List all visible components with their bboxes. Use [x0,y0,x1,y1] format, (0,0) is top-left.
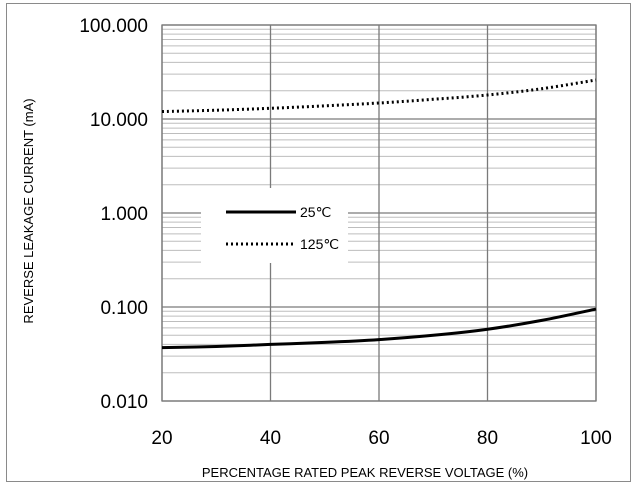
y-tick-label: 0.100 [100,298,148,319]
series-line-1 [161,78,597,114]
x-tick-label: 40 [260,428,281,449]
x-tick-label: 60 [368,428,389,449]
x-tick-label: 100 [580,428,612,449]
y-tick-label: 1.000 [100,204,148,225]
plot-border [161,24,597,402]
legend-label-125c: 125℃ [300,236,339,252]
legend-box [201,188,348,263]
x-tick-label: 80 [477,428,498,449]
legend-label-25c: 25℃ [300,204,331,220]
y-axis-title: REVERSE LEAKAGE CURRENT (mA) [21,98,36,323]
series-line-0 [161,307,597,350]
y-tick-label: 100.000 [79,16,148,37]
series-layer [161,78,597,350]
y-tick-label: 10.000 [90,110,148,131]
legend: 25℃ 125℃ [201,188,348,263]
x-tick-label: 20 [151,428,172,449]
y-tick-label: 0.010 [100,392,148,413]
x-axis-title: PERCENTAGE RATED PEAK REVERSE VOLTAGE (%… [202,465,528,480]
